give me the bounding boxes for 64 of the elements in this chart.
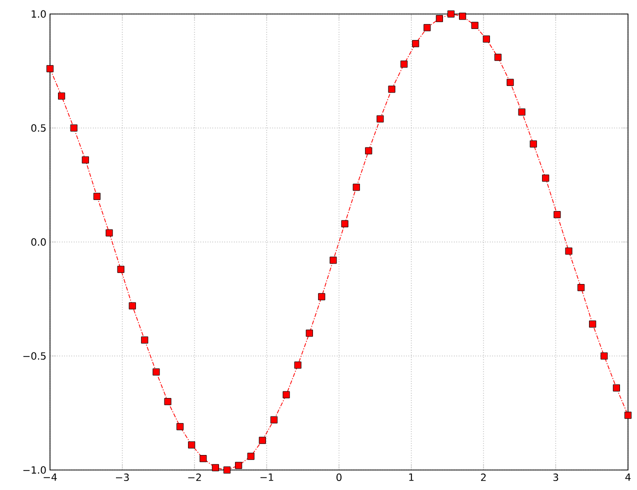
point (376, 115, 384, 122)
point (318, 293, 326, 300)
x-tick-label: −4 (44, 474, 57, 481)
point (388, 86, 396, 93)
point (612, 384, 620, 392)
y-tick-label: −0.5 (23, 352, 46, 360)
point (188, 441, 196, 448)
point (554, 211, 561, 218)
point (58, 92, 66, 100)
point (128, 302, 136, 310)
point (424, 24, 431, 32)
point (141, 336, 148, 344)
point (600, 352, 608, 360)
x-tick-label: −3 (116, 473, 129, 482)
point (624, 412, 632, 419)
point (93, 192, 101, 200)
point (578, 284, 585, 292)
point (518, 108, 526, 116)
point (247, 452, 254, 460)
point (530, 140, 537, 148)
point (258, 436, 266, 444)
x-tick-label: 1 (409, 474, 414, 481)
x-tick-label: −2 (188, 473, 201, 481)
point (330, 256, 337, 264)
point (365, 147, 372, 154)
y-tick-label: −1.0 (23, 466, 46, 474)
point (306, 330, 313, 337)
x-tick-label: 2 (481, 473, 486, 481)
point (70, 124, 78, 132)
y-tick-label: 1.0 (32, 10, 46, 18)
y-tick-label: 0.5 (31, 124, 46, 132)
point (352, 184, 360, 191)
point (482, 36, 490, 43)
point (471, 22, 478, 29)
x-tick-label: 4 (625, 474, 631, 481)
point (82, 156, 89, 164)
point (164, 398, 172, 406)
point (282, 391, 290, 398)
x-tick-label: −1 (260, 474, 274, 481)
point (200, 455, 207, 462)
point (565, 248, 572, 255)
point (223, 466, 231, 474)
point (494, 54, 502, 61)
point (459, 12, 466, 20)
point (106, 229, 113, 236)
point (46, 65, 54, 72)
x-tick-label: 0 (336, 473, 342, 482)
point (542, 174, 550, 182)
point (176, 423, 184, 430)
point (152, 368, 160, 376)
point (436, 15, 443, 22)
point (506, 78, 514, 86)
point (341, 220, 348, 228)
point (117, 266, 124, 273)
point (270, 416, 278, 424)
point (412, 40, 420, 48)
y-tick-label: 0.0 (31, 238, 46, 246)
point (294, 362, 302, 369)
point (447, 10, 455, 18)
point (235, 462, 242, 469)
point (589, 320, 596, 328)
x-tick-label: 3 (553, 473, 558, 482)
point (212, 464, 219, 472)
point (400, 60, 408, 68)
